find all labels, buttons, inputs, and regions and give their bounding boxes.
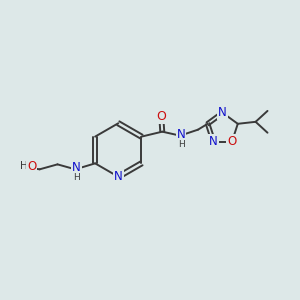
Text: N: N <box>218 106 227 119</box>
Text: H: H <box>20 161 28 171</box>
Text: H: H <box>178 140 184 149</box>
Text: O: O <box>227 135 237 148</box>
Text: N: N <box>209 135 218 148</box>
Text: N: N <box>114 170 123 183</box>
Text: N: N <box>177 128 185 141</box>
Text: H: H <box>73 173 80 182</box>
Text: O: O <box>27 160 36 173</box>
Text: N: N <box>72 161 81 174</box>
Text: O: O <box>156 110 166 123</box>
